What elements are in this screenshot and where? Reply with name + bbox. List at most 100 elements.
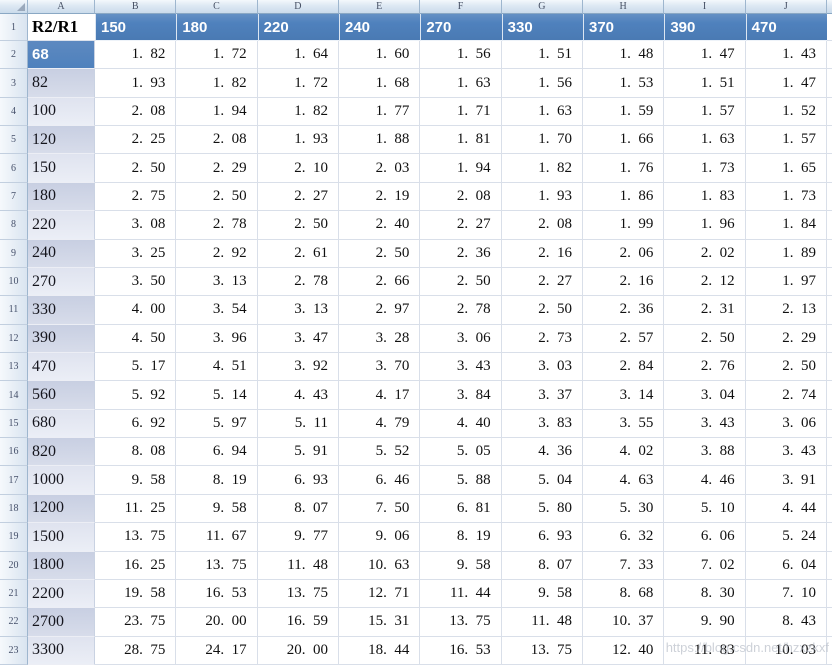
data-cell[interactable]: 1. 72 [176, 41, 258, 70]
data-cell[interactable]: 3. 70 [339, 352, 421, 382]
row-header-9[interactable]: 9 [0, 239, 28, 268]
row-label-cell[interactable]: 560 [28, 381, 95, 410]
data-cell[interactable]: 8. 19 [176, 466, 258, 495]
data-cell[interactable]: 3. 54 [176, 296, 258, 325]
row-label-cell[interactable]: 470 [28, 352, 95, 382]
data-cell[interactable]: 6. 04 [745, 551, 827, 580]
data-cell[interactable]: 13. 75 [95, 523, 177, 552]
row-header-23[interactable]: 23 [0, 636, 28, 665]
data-cell[interactable]: 8. 07 [257, 494, 339, 524]
row-label-cell[interactable]: 2200 [28, 579, 95, 609]
data-cell[interactable]: 2. 10 [257, 154, 339, 183]
data-cell[interactable]: 2. 25 [95, 126, 177, 155]
column-header-D[interactable]: D [257, 0, 339, 14]
data-cell[interactable]: 6. 94 [176, 438, 258, 467]
column-header-G[interactable]: G [501, 0, 583, 14]
data-cell[interactable]: 16. 25 [95, 551, 177, 580]
data-cell[interactable]: 1. 76 [583, 154, 665, 183]
data-cell[interactable]: 4. 43 [257, 381, 339, 410]
row-label-cell[interactable]: 150 [28, 154, 95, 183]
select-all-corner[interactable] [0, 0, 28, 14]
data-cell[interactable]: 2. 50 [745, 352, 827, 382]
data-cell[interactable]: 4. 46 [664, 466, 746, 495]
data-cell[interactable]: 1. 63 [420, 69, 502, 98]
data-cell[interactable]: 3. 47 [257, 324, 339, 353]
data-cell[interactable]: 8. 19 [420, 523, 502, 552]
row-label-cell[interactable]: 240 [28, 239, 95, 268]
data-cell[interactable]: 5. 24 [745, 523, 827, 552]
data-cell[interactable]: 1. 82 [176, 69, 258, 98]
data-cell[interactable]: 7. 50 [339, 494, 421, 524]
data-cell[interactable]: 5. 05 [420, 438, 502, 467]
data-cell[interactable]: 8. 68 [583, 579, 665, 609]
data-cell[interactable]: 2. 57 [583, 324, 665, 353]
data-cell[interactable]: 3. 13 [176, 267, 258, 297]
data-cell[interactable]: 5. 92 [95, 381, 177, 410]
data-cell[interactable]: 1. 71 [420, 97, 502, 127]
row-label-cell[interactable]: 180 [28, 182, 95, 212]
data-cell[interactable]: 2. 76 [664, 352, 746, 382]
row-header-13[interactable]: 13 [0, 352, 28, 382]
data-cell[interactable]: 4. 79 [339, 409, 421, 439]
row-header-21[interactable]: 21 [0, 579, 28, 609]
data-cell[interactable]: 1. 68 [339, 69, 421, 98]
data-cell[interactable]: 18. 44 [339, 636, 421, 665]
data-cell[interactable]: 5. 11 [257, 409, 339, 439]
data-cell[interactable]: 3. 43 [664, 409, 746, 439]
data-cell[interactable]: 2. 31 [664, 296, 746, 325]
data-cell[interactable]: 7. 10 [745, 579, 827, 609]
data-cell[interactable]: 9. 06 [339, 523, 421, 552]
data-cell[interactable]: 8. 30 [664, 579, 746, 609]
row-header-15[interactable]: 15 [0, 409, 28, 439]
data-cell[interactable]: 5. 52 [339, 438, 421, 467]
data-cell[interactable]: 16. 53 [176, 579, 258, 609]
data-cell[interactable]: 6. 92 [95, 409, 177, 439]
data-cell[interactable]: 1. 47 [664, 41, 746, 70]
data-cell[interactable]: 2. 02 [664, 239, 746, 268]
data-cell[interactable]: 1. 60 [339, 41, 421, 70]
data-cell[interactable]: 6. 93 [501, 523, 583, 552]
data-cell[interactable]: 1. 56 [420, 41, 502, 70]
data-cell[interactable]: 11. 67 [176, 523, 258, 552]
data-cell[interactable]: 1. 65 [745, 154, 827, 183]
data-cell[interactable]: 6. 81 [420, 494, 502, 524]
data-cell[interactable]: 3. 92 [257, 352, 339, 382]
data-cell[interactable]: 5. 88 [420, 466, 502, 495]
data-cell[interactable]: 2. 66 [339, 267, 421, 297]
data-cell[interactable]: 2. 27 [257, 182, 339, 212]
data-cell[interactable]: 10. 37 [583, 608, 665, 637]
table-header-cell[interactable]: 150 [95, 14, 177, 41]
data-cell[interactable]: 3. 37 [501, 381, 583, 410]
row-header-22[interactable]: 22 [0, 608, 28, 637]
data-cell[interactable]: 1. 94 [176, 97, 258, 127]
data-cell[interactable]: 2. 78 [176, 211, 258, 240]
data-cell[interactable]: 1. 51 [664, 69, 746, 98]
data-cell[interactable]: 1. 51 [501, 41, 583, 70]
table-header-cell[interactable]: 220 [257, 14, 339, 41]
data-cell[interactable]: 6. 32 [583, 523, 665, 552]
data-cell[interactable]: 3. 50 [95, 267, 177, 297]
data-cell[interactable]: 2. 29 [176, 154, 258, 183]
row-label-cell[interactable]: 390 [28, 324, 95, 353]
row-header-17[interactable]: 17 [0, 466, 28, 495]
data-cell[interactable]: 13. 75 [501, 636, 583, 665]
column-header-E[interactable]: E [339, 0, 421, 14]
data-cell[interactable]: 15. 31 [339, 608, 421, 637]
data-cell[interactable]: 3. 06 [420, 324, 502, 353]
row-label-cell[interactable]: 820 [28, 438, 95, 467]
row-header-8[interactable]: 8 [0, 211, 28, 240]
data-cell[interactable]: 1. 72 [257, 69, 339, 98]
data-cell[interactable]: 2. 16 [501, 239, 583, 268]
row-label-cell[interactable]: 120 [28, 126, 95, 155]
data-cell[interactable]: 1. 83 [664, 182, 746, 212]
table-header-cell[interactable]: 470 [745, 14, 827, 41]
row-header-19[interactable]: 19 [0, 523, 28, 552]
data-cell[interactable]: 2. 40 [339, 211, 421, 240]
data-cell[interactable]: 5. 04 [501, 466, 583, 495]
column-header-B[interactable]: B [95, 0, 177, 14]
data-cell[interactable]: 10. 03 [745, 636, 827, 665]
data-cell[interactable]: 3. 28 [339, 324, 421, 353]
data-cell[interactable]: 3. 83 [501, 409, 583, 439]
data-cell[interactable]: 2. 97 [339, 296, 421, 325]
row-header-3[interactable]: 3 [0, 69, 28, 98]
